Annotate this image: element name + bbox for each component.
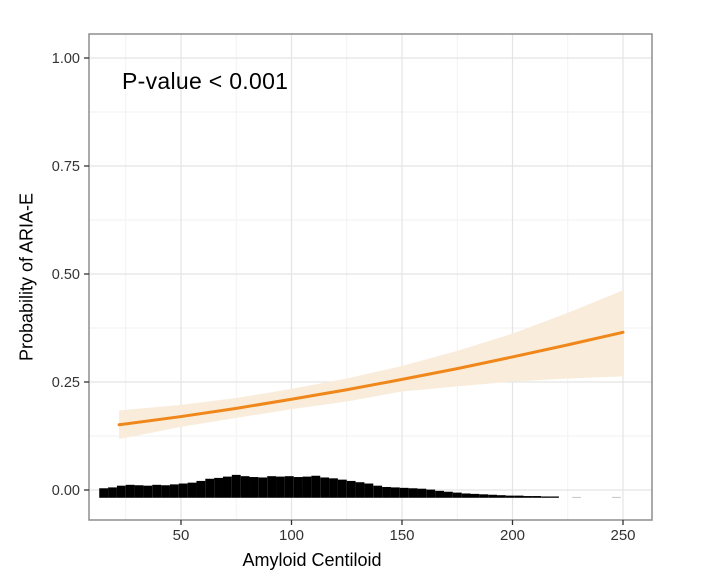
histogram-bar — [205, 478, 215, 498]
y-tick-label: 0.50 — [52, 267, 80, 283]
histogram-bar — [240, 476, 250, 498]
histogram-faint-bar — [572, 496, 582, 498]
y-tick-label: 0.75 — [52, 159, 80, 175]
histogram-bar — [152, 484, 162, 498]
y-tick-label: 1.00 — [52, 51, 80, 67]
histogram-bar — [214, 477, 223, 498]
histogram-bar — [302, 476, 312, 498]
histogram-bar — [532, 496, 542, 498]
histogram-bar — [435, 490, 444, 498]
histogram-bar — [99, 488, 109, 498]
histogram-bar — [497, 495, 506, 498]
x-tick-label: 250 — [610, 527, 635, 544]
x-tick-label: 50 — [173, 527, 190, 544]
histogram-bar — [329, 478, 338, 498]
histogram-bar — [461, 493, 471, 498]
histogram-bar — [187, 482, 197, 498]
histogram-bar — [108, 487, 117, 498]
confidence-ribbon — [119, 290, 624, 440]
x-tick-label: 150 — [389, 527, 414, 544]
histogram-bar — [125, 484, 135, 498]
histogram-bar — [267, 476, 277, 498]
histogram-bar — [541, 496, 551, 498]
p-value-annotation: P-value < 0.001 — [122, 68, 289, 94]
histogram-bar — [479, 494, 489, 498]
histogram-bar — [258, 477, 268, 498]
histogram-bar — [355, 482, 365, 498]
y-tick-label: 0.25 — [52, 375, 80, 391]
histogram-bar — [231, 474, 241, 498]
histogram-bar — [443, 491, 453, 498]
x-axis-title: Amyloid Centiloid — [242, 550, 382, 570]
histogram-bar — [346, 480, 356, 498]
histogram-bar — [514, 495, 524, 498]
histogram-bar — [169, 484, 179, 498]
histogram-bar — [408, 488, 418, 498]
histogram-bar — [399, 487, 409, 498]
histogram-bar — [426, 489, 436, 498]
histogram-faint-bar — [611, 496, 621, 498]
histogram-bar — [337, 479, 347, 498]
histogram-bar — [134, 485, 144, 498]
histogram-bar — [320, 477, 330, 498]
histogram-bar — [161, 485, 170, 498]
histogram-bar — [222, 476, 232, 498]
x-tick-label: 100 — [279, 527, 304, 544]
histogram-bar — [470, 493, 480, 498]
histogram-bar — [390, 487, 400, 498]
panel-border — [88, 33, 653, 521]
histogram-bar — [293, 477, 303, 498]
panel-background — [89, 34, 652, 520]
histogram-bar — [178, 483, 188, 498]
histogram-bar — [523, 496, 533, 498]
histogram-bar — [311, 475, 321, 498]
histogram-bar — [417, 488, 427, 498]
x-tick-label: 200 — [500, 527, 525, 544]
histogram-bar — [196, 480, 206, 498]
histogram-bar — [284, 476, 294, 498]
histogram-bar — [364, 483, 374, 498]
histogram-bar — [116, 485, 126, 498]
y-axis-title: Probability of ARIA-E — [16, 192, 37, 362]
fit-line — [117, 330, 625, 427]
histogram-bar — [382, 486, 391, 498]
y-tick-label: 0.00 — [52, 483, 80, 499]
histogram-bar — [276, 476, 285, 498]
histogram-bar — [505, 495, 515, 498]
histogram-bar — [488, 494, 498, 498]
histogram-bar — [452, 492, 462, 498]
histogram-bar — [550, 496, 559, 498]
histogram-bar — [373, 485, 383, 498]
histogram-bar — [249, 477, 259, 498]
histogram-bar — [143, 485, 153, 498]
